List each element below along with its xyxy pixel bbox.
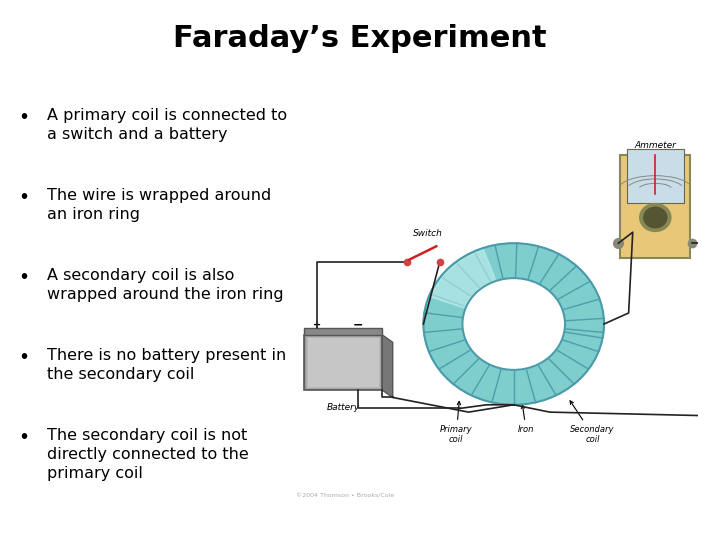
Text: ©2004 Thomson • Brooks/Cole: ©2004 Thomson • Brooks/Cole	[296, 493, 395, 498]
Text: Primary
coil: Primary coil	[440, 401, 472, 444]
FancyBboxPatch shape	[305, 335, 382, 390]
FancyBboxPatch shape	[305, 328, 382, 335]
Polygon shape	[431, 249, 496, 308]
FancyBboxPatch shape	[305, 336, 382, 389]
Text: •: •	[18, 348, 29, 367]
FancyBboxPatch shape	[306, 336, 381, 389]
FancyBboxPatch shape	[306, 336, 381, 389]
FancyBboxPatch shape	[305, 335, 382, 390]
Circle shape	[462, 278, 565, 370]
Circle shape	[639, 204, 671, 232]
Polygon shape	[382, 335, 392, 397]
FancyBboxPatch shape	[621, 155, 690, 258]
FancyBboxPatch shape	[307, 337, 380, 388]
FancyBboxPatch shape	[307, 338, 379, 388]
Text: A secondary coil is also
wrapped around the iron ring: A secondary coil is also wrapped around …	[47, 268, 284, 302]
FancyBboxPatch shape	[307, 338, 379, 387]
Circle shape	[423, 243, 604, 405]
Text: Ammeter: Ammeter	[634, 140, 676, 150]
Text: •: •	[18, 108, 29, 127]
Text: Switch: Switch	[413, 229, 443, 238]
Text: •: •	[18, 268, 29, 287]
Circle shape	[644, 207, 667, 228]
Text: There is no battery present in
the secondary coil: There is no battery present in the secon…	[47, 348, 286, 382]
Text: •: •	[18, 188, 29, 207]
Text: •: •	[18, 428, 29, 447]
Text: −: −	[353, 318, 363, 331]
Text: +: +	[312, 320, 321, 330]
Text: Battery: Battery	[327, 403, 360, 412]
Text: The wire is wrapped around
an iron ring: The wire is wrapped around an iron ring	[47, 188, 271, 222]
FancyBboxPatch shape	[626, 150, 684, 203]
FancyBboxPatch shape	[308, 339, 379, 387]
FancyBboxPatch shape	[307, 337, 380, 388]
Text: Secondary
coil: Secondary coil	[570, 401, 615, 444]
Text: Faraday’s Experiment: Faraday’s Experiment	[174, 24, 546, 53]
Text: The secondary coil is not
directly connected to the
primary coil: The secondary coil is not directly conne…	[47, 428, 248, 481]
Text: Iron: Iron	[518, 405, 534, 434]
Text: A primary coil is connected to
a switch and a battery: A primary coil is connected to a switch …	[47, 108, 287, 142]
